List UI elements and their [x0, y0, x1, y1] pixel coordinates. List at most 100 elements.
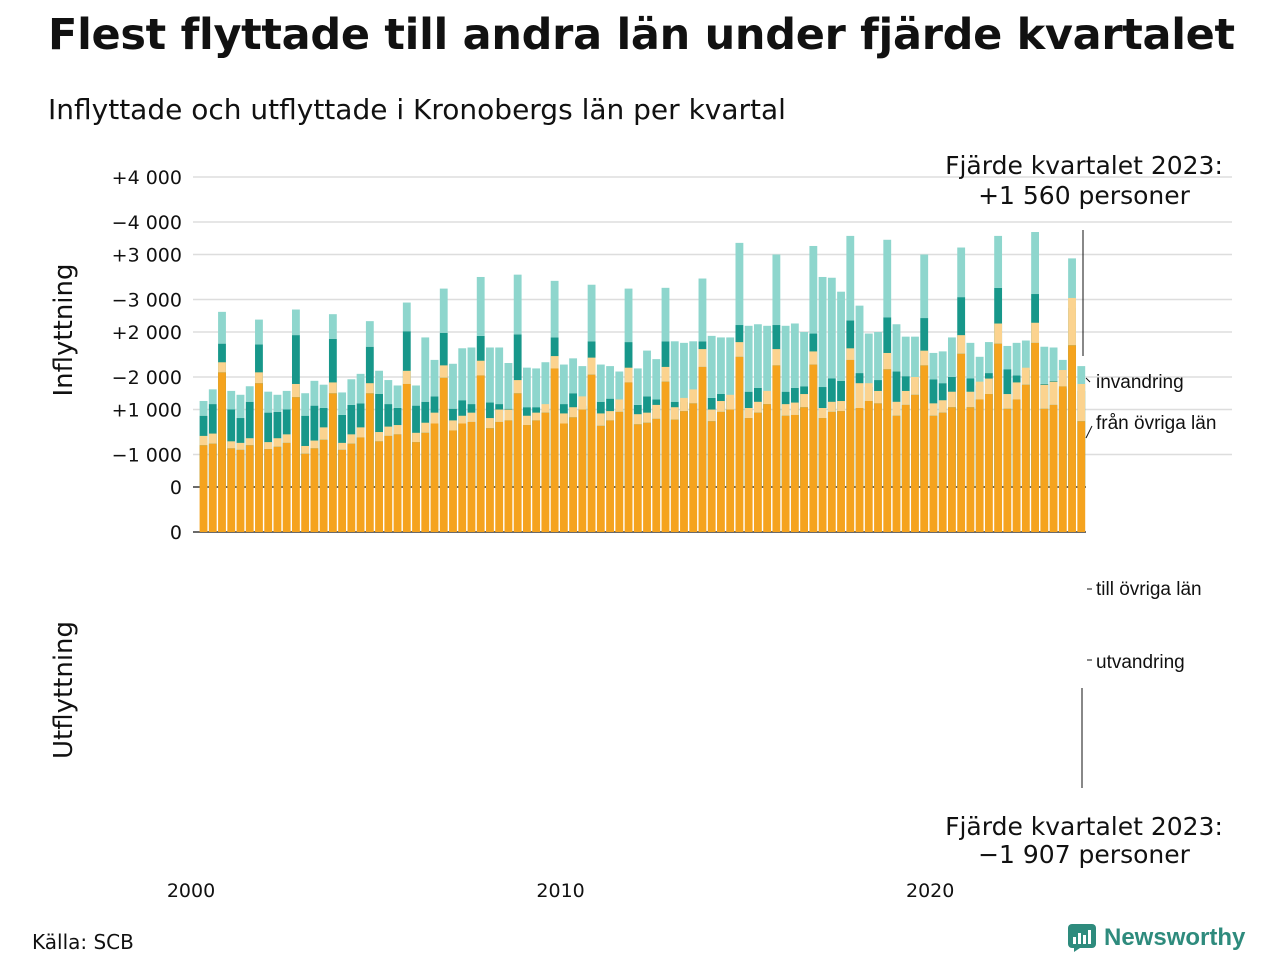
- bar-outflow-utvandring-91: [1040, 384, 1049, 409]
- bar-inflow-invandring-65: [800, 332, 809, 387]
- bar-inflow-invandring-13: [319, 384, 328, 408]
- bar-inflow-invandring-11: [301, 393, 310, 416]
- bar-outflow-till-ovriga-lan-6: [255, 383, 263, 532]
- bar-inflow-invandring-59: [744, 325, 753, 392]
- bar-inflow-invandring-6: [255, 319, 263, 345]
- bar-inflow-invandring-47: [633, 368, 642, 405]
- bar-outflow-utvandring-53: [689, 389, 698, 404]
- ytick-inflow-4: +4 000: [112, 167, 182, 189]
- bar-outflow-utvandring-72: [864, 383, 873, 402]
- bar-inflow-invandring-35: [522, 367, 531, 408]
- bar-outflow-utvandring-17: [356, 427, 365, 438]
- bar-outflow-till-ovriga-lan-46: [624, 382, 633, 532]
- bar-outflow-utvandring-93: [1058, 370, 1067, 387]
- bar-outflow-till-ovriga-lan-43: [596, 425, 605, 532]
- chart-title: Flest flyttade till andra län under fjär…: [48, 10, 1235, 60]
- bar-outflow-utvandring-83: [966, 391, 975, 408]
- bar-outflow-utvandring-50: [661, 366, 670, 382]
- bar-outflow-till-ovriga-lan-39: [559, 423, 568, 532]
- bar-outflow-utvandring-66: [809, 351, 818, 365]
- bar-outflow-utvandring-37: [541, 404, 550, 413]
- bar-outflow-till-ovriga-lan-12: [310, 448, 319, 532]
- newsworthy-logo[interactable]: Newsworthy: [1068, 924, 1245, 952]
- bar-inflow-invandring-15: [338, 392, 347, 415]
- bar-inflow-invandring-43: [596, 364, 605, 402]
- bar-inflow-invandring-82: [957, 247, 966, 298]
- bar-outflow-till-ovriga-lan-61: [763, 404, 772, 532]
- bar-inflow-invandring-39: [559, 364, 568, 405]
- bar-outflow-utvandring-90: [1031, 322, 1040, 343]
- bar-inflow-invandring-60: [753, 324, 762, 388]
- bar-inflow-invandring-53: [689, 341, 698, 403]
- bar-outflow-till-ovriga-lan-25: [430, 423, 439, 532]
- bar-outflow-utvandring-80: [938, 400, 947, 413]
- bar-outflow-till-ovriga-lan-13: [319, 439, 328, 532]
- bar-outflow-utvandring-9: [282, 434, 291, 443]
- bar-outflow-till-ovriga-lan-24: [421, 432, 430, 532]
- bar-outflow-utvandring-68: [827, 401, 836, 412]
- bar-outflow-utvandring-30: [476, 360, 485, 376]
- bar-inflow-invandring-28: [458, 348, 467, 401]
- bar-inflow-invandring-25: [430, 359, 439, 397]
- bar-outflow-utvandring-2: [218, 362, 226, 373]
- bar-outflow-utvandring-15: [338, 442, 347, 450]
- bar-inflow-invandring-22: [402, 302, 411, 332]
- bar-outflow-utvandring-22: [402, 370, 411, 384]
- bar-outflow-till-ovriga-lan-70: [846, 359, 855, 532]
- bar-outflow-till-ovriga-lan-95: [1077, 421, 1086, 532]
- bar-outflow-utvandring-49: [652, 404, 661, 419]
- bar-outflow-utvandring-45: [615, 399, 624, 412]
- bar-inflow-invandring-38: [550, 280, 559, 338]
- bar-outflow-utvandring-78: [920, 350, 929, 366]
- bar-inflow-invandring-50: [661, 287, 670, 342]
- bar-outflow-utvandring-59: [744, 408, 753, 419]
- bar-outflow-utvandring-46: [624, 367, 633, 383]
- bar-outflow-till-ovriga-lan-48: [643, 422, 651, 532]
- bar-outflow-utvandring-36: [532, 412, 541, 421]
- newsworthy-logo-text: Newsworthy: [1104, 924, 1246, 951]
- bar-outflow-utvandring-47: [633, 414, 642, 425]
- bar-inflow-invandring-78: [920, 254, 929, 319]
- bar-inflow-invandring-21: [393, 385, 402, 408]
- bar-inflow-invandring-89: [1021, 340, 1030, 370]
- bar-outflow-till-ovriga-lan-20: [384, 435, 393, 532]
- bar-outflow-till-ovriga-lan-44: [606, 420, 614, 532]
- bar-inflow-invandring-7: [264, 391, 273, 413]
- bar-inflow-invandring-71: [855, 305, 864, 374]
- bar-outflow-till-ovriga-lan-16: [347, 443, 356, 532]
- bar-outflow-utvandring-10: [291, 383, 300, 398]
- bar-outflow-till-ovriga-lan-2: [218, 372, 226, 532]
- bar-outflow-till-ovriga-lan-7: [264, 449, 273, 532]
- bar-outflow-till-ovriga-lan-78: [920, 365, 929, 532]
- bar-outflow-utvandring-95: [1077, 383, 1086, 422]
- bar-outflow-till-ovriga-lan-38: [550, 368, 559, 532]
- bar-inflow-invandring-66: [809, 245, 818, 334]
- bar-outflow-till-ovriga-lan-79: [929, 415, 938, 532]
- bar-inflow-invandring-62: [772, 254, 781, 326]
- outflow-axis-title: Utflyttning: [49, 621, 79, 759]
- bar-inflow-invandring-34: [513, 274, 522, 335]
- bar-outflow-utvandring-8: [273, 438, 282, 447]
- bar-outflow-till-ovriga-lan-73: [874, 403, 882, 532]
- bar-outflow-utvandring-89: [1021, 367, 1030, 385]
- bar-outflow-till-ovriga-lan-64: [790, 414, 799, 532]
- bar-outflow-till-ovriga-lan-19: [375, 441, 383, 532]
- bar-outflow-utvandring-84: [975, 381, 984, 400]
- bar-outflow-utvandring-19: [375, 432, 383, 442]
- bar-inflow-invandring-76: [901, 336, 910, 377]
- bar-outflow-utvandring-73: [874, 390, 882, 404]
- bar-inflow-invandring-16: [347, 379, 356, 405]
- bar-outflow-utvandring-79: [929, 403, 938, 416]
- bar-inflow-invandring-56: [717, 337, 725, 394]
- bar-inflow-invandring-84: [975, 356, 984, 386]
- legend-fran-ovriga-lan: från övriga län: [1096, 413, 1216, 434]
- bar-inflow-invandring-4: [236, 394, 245, 419]
- bar-inflow-invandring-36: [532, 368, 541, 408]
- bar-outflow-utvandring-65: [800, 394, 809, 408]
- ytick-outflow-4: −4 000: [112, 212, 182, 234]
- bar-inflow-invandring-88: [1012, 342, 1021, 376]
- bar-inflow-invandring-94: [1068, 258, 1076, 308]
- bar-outflow-till-ovriga-lan-15: [338, 449, 347, 532]
- bar-inflow-invandring-10: [291, 309, 300, 336]
